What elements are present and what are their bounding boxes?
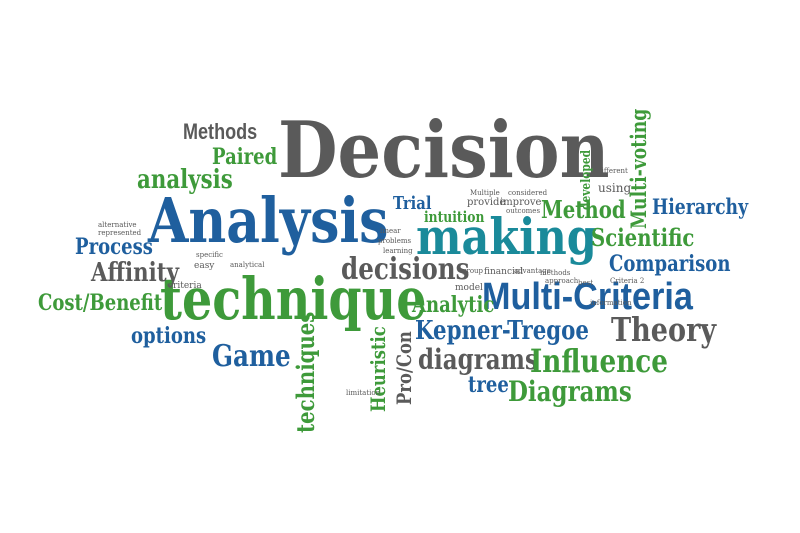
word-group: group bbox=[462, 267, 484, 275]
word-diagrams-small: diagrams bbox=[418, 343, 538, 376]
word-represented: represented bbox=[98, 229, 142, 237]
word-outcomes: outcomes bbox=[506, 207, 541, 215]
word-hierarchy: Hierarchy bbox=[652, 194, 749, 219]
word-decision: Decision bbox=[278, 105, 610, 196]
word-making: making bbox=[416, 207, 597, 266]
word-comparison: Comparison bbox=[609, 251, 731, 277]
word-information: information bbox=[590, 299, 632, 307]
word-techniques: techniques bbox=[291, 311, 320, 433]
word-criteria: criteria bbox=[168, 281, 202, 291]
word-diagrams-big: Diagrams bbox=[508, 375, 632, 408]
word-analytic: Analytic bbox=[412, 292, 495, 318]
word-different: Different bbox=[596, 167, 628, 175]
word-cost-benefit: Cost/Benefit bbox=[38, 290, 163, 316]
word-trial: Trial bbox=[393, 193, 432, 214]
word-influence: Influence bbox=[530, 342, 668, 380]
word-financial: financial bbox=[484, 267, 524, 277]
word-multiple: Multiple bbox=[470, 189, 500, 197]
word-easy: easy bbox=[194, 261, 215, 271]
word-heuristic: Heuristic bbox=[366, 326, 390, 412]
word-scientific: Scientific bbox=[591, 223, 695, 252]
word-provide: provide bbox=[467, 197, 506, 208]
word-approach: approach bbox=[545, 277, 579, 285]
word-best: best bbox=[578, 279, 594, 287]
word-decisions: decisions bbox=[341, 252, 470, 287]
word-multi-voting: Multi-voting bbox=[626, 108, 651, 229]
word-theory: Theory bbox=[611, 310, 717, 349]
word-tree: tree bbox=[468, 372, 509, 398]
word-specific: specific bbox=[196, 251, 223, 259]
word-analysis-small: analysis bbox=[137, 165, 233, 195]
word-analytical: analytical bbox=[230, 261, 265, 269]
word-problems: problems bbox=[378, 237, 412, 245]
word-alternative: alternative bbox=[98, 221, 137, 229]
word-considered: considered bbox=[508, 189, 548, 197]
word-game: Game bbox=[212, 339, 291, 374]
word-improve: improve bbox=[500, 197, 542, 208]
word-limitation: limitation bbox=[346, 389, 381, 397]
word-method: Method bbox=[541, 195, 626, 224]
word-criteria-2: Criteria 2 bbox=[610, 277, 645, 285]
word-methods: Methods bbox=[183, 119, 258, 144]
word-paired: Paired bbox=[212, 144, 278, 170]
word-advantage: advantage bbox=[514, 267, 551, 275]
word-using: using bbox=[598, 181, 632, 195]
word-learning: learning bbox=[383, 247, 413, 255]
word-affinity: Affinity bbox=[91, 258, 179, 288]
word-model: model bbox=[455, 283, 483, 293]
word-methods-small: methods bbox=[540, 269, 571, 277]
word-options: options bbox=[131, 323, 207, 349]
word-linear: linear bbox=[380, 227, 401, 235]
word-analysis-big: Analysis bbox=[148, 184, 389, 257]
word-technique: technique bbox=[160, 265, 427, 333]
word-pro-con: Pro/Con bbox=[392, 331, 416, 405]
word-multi-criteria: Multi-Criteria bbox=[482, 276, 693, 318]
word-process: Process bbox=[75, 234, 153, 260]
word-intuition: intuition bbox=[424, 208, 485, 226]
word-kepner-tregoe: Kepner-Tregoe bbox=[415, 316, 589, 346]
